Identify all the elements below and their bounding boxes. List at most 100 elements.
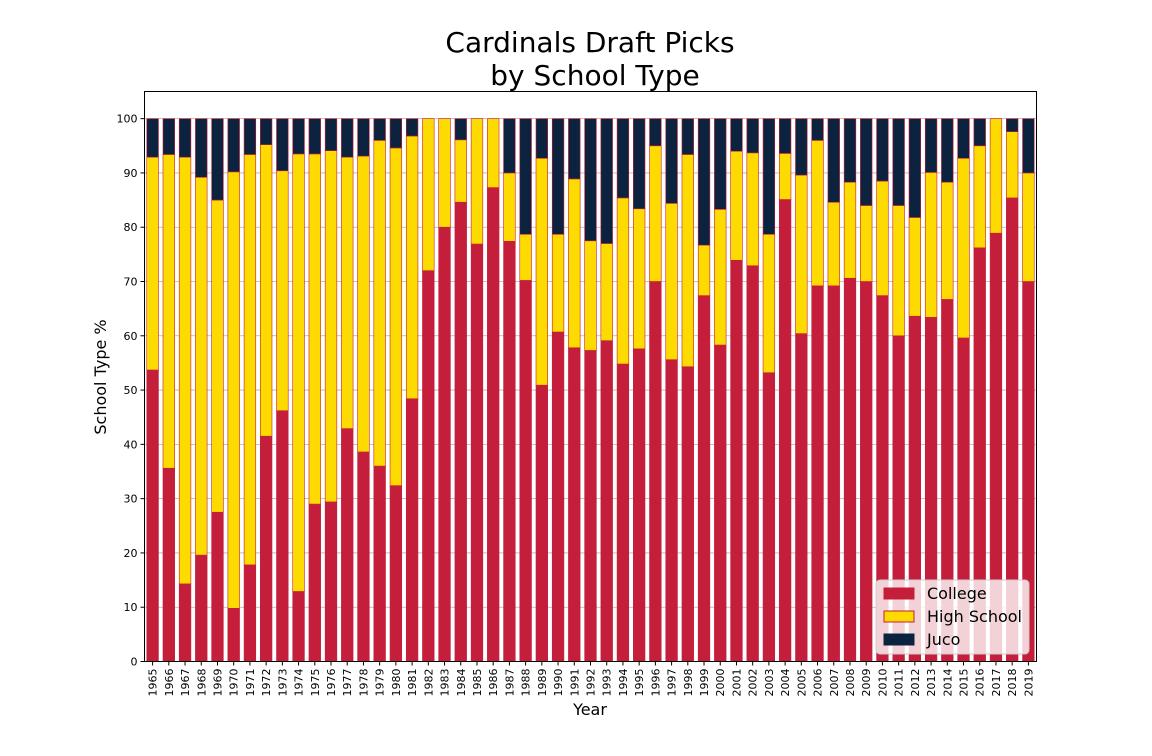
bar-juco-1996	[649, 118, 662, 147]
legend-swatch-high-school	[883, 610, 915, 623]
y-tick-label: 100	[117, 113, 138, 126]
bar-high-school-1976	[324, 150, 338, 503]
bar-juco-2019	[1022, 118, 1035, 174]
bar-high-school-2000	[714, 209, 727, 346]
bar-juco-2014	[941, 118, 954, 183]
bar-college-2008	[843, 277, 857, 662]
bar-juco-1987	[503, 118, 516, 174]
bar-juco-1991	[568, 118, 581, 180]
bar-high-school-2010	[876, 180, 889, 296]
bar-college-2003	[762, 372, 776, 662]
x-tick-label: 1966	[163, 669, 176, 697]
bar-juco-2018	[1006, 118, 1019, 132]
bar-college-1966	[162, 467, 175, 662]
bar-high-school-1987	[503, 172, 516, 242]
x-tick-label: 2005	[795, 669, 808, 697]
y-tick-label: 70	[124, 276, 138, 289]
bar-juco-1984	[454, 118, 467, 141]
bar-college-1989	[535, 384, 548, 662]
x-tick-label: 1985	[471, 669, 484, 697]
x-tick-label: 1984	[455, 669, 468, 697]
bar-high-school-1986	[487, 118, 500, 188]
bar-high-school-1982	[422, 118, 435, 271]
x-tick-label: 1997	[666, 669, 679, 697]
x-tick-label: 1987	[503, 669, 516, 697]
bar-high-school-1978	[357, 155, 370, 453]
bar-juco-1990	[551, 118, 565, 235]
bar-juco-1972	[259, 118, 273, 146]
legend-label: Juco	[926, 630, 960, 649]
bar-college-1992	[584, 350, 597, 662]
bar-high-school-1974	[292, 153, 305, 592]
x-tick-label: 1982	[422, 669, 435, 697]
bar-juco-2006	[811, 118, 824, 141]
bar-college-1980	[389, 485, 403, 662]
bar-college-1984	[454, 201, 467, 662]
bar-high-school-1995	[633, 208, 646, 350]
bar-college-1983	[438, 226, 451, 662]
bar-college-1977	[341, 428, 354, 662]
bar-high-school-1966	[162, 154, 175, 469]
bar-high-school-2002	[746, 152, 759, 267]
bar-high-school-1981	[405, 135, 419, 400]
y-tick-label: 0	[131, 656, 138, 669]
x-tick-label: 2016	[974, 669, 987, 697]
x-tick-label: 2017	[990, 669, 1003, 697]
bar-college-1975	[308, 503, 321, 662]
bar-high-school-1992	[584, 240, 597, 351]
bar-high-school-2016	[973, 145, 986, 249]
legend: College High School Juco	[875, 579, 1030, 655]
chart-title-line-1: Cardinals Draft Picks	[445, 26, 734, 59]
bar-college-2002	[746, 265, 759, 662]
x-tick-label: 1973	[276, 669, 289, 697]
bar-college-1967	[178, 583, 192, 662]
legend-label: College	[927, 584, 987, 603]
y-tick-label: 80	[124, 221, 138, 234]
bar-juco-1969	[211, 118, 224, 201]
y-tick-label: 20	[124, 547, 138, 560]
y-tick-label: 10	[124, 601, 138, 614]
x-tick-label: 1970	[228, 669, 241, 697]
x-tick-label: 2002	[747, 669, 760, 697]
bar-juco-2015	[957, 118, 970, 159]
bar-juco-1967	[178, 118, 192, 158]
bar-juco-2002	[746, 118, 759, 154]
bar-high-school-1980	[389, 147, 403, 486]
bar-juco-1979	[373, 118, 386, 141]
x-tick-label: 1967	[179, 669, 192, 697]
x-axis-ticks: 1965 1966 1967 1968 1969 1970 1971 1972 1973 1974…	[147, 661, 1035, 697]
bar-college-1995	[633, 348, 646, 662]
bar-college-1998	[681, 366, 694, 662]
bar-college-1986	[487, 187, 500, 662]
bar-high-school-1965	[146, 156, 159, 371]
x-tick-label: 1988	[520, 669, 533, 697]
bar-college-2006	[811, 285, 824, 662]
bar-juco-1998	[681, 118, 694, 155]
bar-high-school-1975	[308, 153, 321, 505]
x-tick-label: 1969	[211, 669, 224, 697]
x-tick-label: 1981	[406, 669, 419, 697]
bar-college-1991	[568, 347, 581, 662]
bar-college-1972	[259, 435, 273, 662]
x-tick-label: 2004	[779, 669, 792, 697]
x-tick-label: 2013	[925, 669, 938, 697]
bar-juco-2004	[778, 118, 792, 154]
bar-high-school-1988	[519, 233, 532, 281]
x-tick-label: 1992	[585, 669, 598, 697]
x-tick-label: 1977	[341, 669, 354, 697]
x-tick-label: 2003	[763, 669, 776, 697]
x-axis-label: Year	[572, 700, 607, 719]
bar-juco-1997	[665, 118, 678, 204]
bar-juco-2000	[714, 118, 727, 210]
bar-high-school-2005	[795, 174, 808, 334]
x-tick-label: 2001	[730, 669, 743, 697]
bar-high-school-2018	[1006, 131, 1019, 199]
bar-high-school-1991	[568, 178, 581, 349]
bar-college-1990	[551, 331, 565, 662]
x-tick-label: 1990	[552, 669, 565, 697]
bar-college-1970	[227, 607, 240, 662]
bar-juco-2010	[876, 118, 889, 182]
bar-college-2001	[730, 260, 743, 662]
bar-college-1981	[405, 398, 419, 662]
